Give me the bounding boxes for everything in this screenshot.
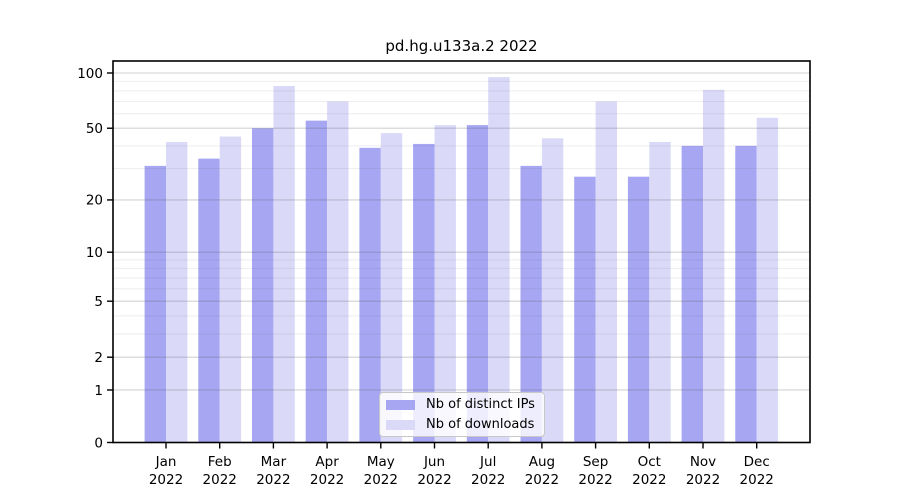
x-tick-label-month: Oct <box>638 454 661 470</box>
bar-downloads <box>488 77 510 443</box>
x-tick-label-year: 2022 <box>203 472 237 488</box>
legend-swatch <box>386 399 415 410</box>
y-tick-label: 2 <box>94 350 103 366</box>
bar-distinct-ips <box>198 158 220 443</box>
bar-distinct-ips <box>681 145 703 443</box>
chart-legend: Nb of distinct IPs Nb of downloads <box>379 392 545 437</box>
x-tick-label-month: Nov <box>690 454 716 470</box>
bar-downloads <box>703 89 725 443</box>
x-tick-label-month: May <box>367 454 395 470</box>
x-tick-label-year: 2022 <box>364 472 398 488</box>
y-tick-label: 100 <box>77 66 103 82</box>
y-tick-label: 0 <box>94 435 103 451</box>
bar-downloads <box>649 142 671 443</box>
bar-downloads <box>434 125 456 443</box>
x-tick-label-year: 2022 <box>417 472 451 488</box>
bar-downloads <box>595 101 617 443</box>
bar-distinct-ips <box>627 176 650 443</box>
x-tick-label-year: 2022 <box>686 472 720 488</box>
y-tick-label: 5 <box>94 294 103 310</box>
x-tick-label-month: Sep <box>583 454 608 470</box>
bar-downloads <box>273 85 295 443</box>
x-tick-label-month: Dec <box>744 454 770 470</box>
x-tick-label-year: 2022 <box>525 472 559 488</box>
legend-item: Nb of distinct IPs <box>380 395 544 415</box>
bar-downloads <box>756 117 779 443</box>
x-tick-label-month: Jun <box>423 454 445 470</box>
legend-item: Nb of downloads <box>380 415 544 435</box>
legend-label: Nb of downloads <box>426 417 535 432</box>
legend-swatch <box>386 419 415 430</box>
bar-downloads <box>166 142 188 443</box>
bar-distinct-ips <box>413 143 435 443</box>
y-tick-label: 50 <box>86 121 103 137</box>
bar-distinct-ips <box>144 165 166 443</box>
x-tick-label-month: Jul <box>479 454 496 470</box>
legend-label: Nb of distinct IPs <box>426 397 535 412</box>
x-tick-label-month: Jan <box>155 454 177 470</box>
bar-downloads <box>541 138 564 443</box>
chart-title: pd.hg.u133a.2 2022 <box>385 37 538 55</box>
y-tick-label: 20 <box>86 193 103 209</box>
x-tick-label-year: 2022 <box>310 472 344 488</box>
x-tick-label-year: 2022 <box>256 472 290 488</box>
bar-distinct-ips <box>359 147 381 443</box>
bar-distinct-ips <box>574 176 596 443</box>
bar-downloads <box>219 136 242 443</box>
x-tick-label-month: Apr <box>315 454 339 470</box>
x-tick-label-year: 2022 <box>471 472 505 488</box>
x-tick-label-year: 2022 <box>740 472 774 488</box>
x-tick-label-year: 2022 <box>578 472 612 488</box>
bar-downloads <box>380 133 403 443</box>
x-tick-label-year: 2022 <box>632 472 666 488</box>
x-tick-label-month: Mar <box>261 454 287 470</box>
y-tick-label: 10 <box>86 245 103 261</box>
x-tick-label-year: 2022 <box>149 472 183 488</box>
bar-distinct-ips <box>735 145 757 443</box>
x-tick-label-month: Feb <box>208 454 232 470</box>
y-tick-label: 1 <box>94 383 103 399</box>
bar-distinct-ips <box>305 120 328 443</box>
bar-distinct-ips <box>252 128 274 443</box>
x-tick-label-month: Aug <box>529 454 555 470</box>
bar-distinct-ips <box>520 165 542 443</box>
bar-distinct-ips <box>466 125 489 443</box>
bar-downloads <box>327 101 349 443</box>
